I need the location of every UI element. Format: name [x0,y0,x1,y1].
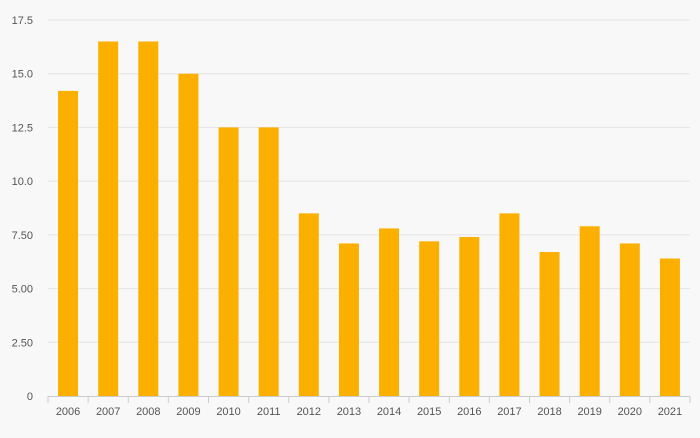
x-tick-label: 2018 [537,406,561,418]
bar-2013[interactable] [338,243,359,396]
x-axis [47,396,691,403]
y-tick-label: 17.5 [12,15,33,27]
x-axis-ticks: 2006 2007 2008 2009 2010 2011 2012 2013 2014 2015… [56,406,682,418]
bar-2016[interactable] [459,237,480,396]
bar-2014[interactable] [379,228,400,396]
x-tick-label: 2006 [56,406,80,418]
y-tick-label: 15.0 [12,69,33,81]
bar-2006[interactable] [58,90,79,396]
x-tick-label: 2014 [377,406,401,418]
y-tick-label: 7.50 [12,230,33,242]
y-tick-label: 12.5 [12,122,33,134]
x-tick-label: 2008 [136,406,160,418]
x-tick-label: 2019 [577,406,601,418]
bar-2012[interactable] [298,213,319,396]
bar-2008[interactable] [138,41,159,396]
y-tick-label: 0 [27,391,33,403]
bar-2010[interactable] [218,127,239,396]
x-tick-label: 2009 [176,406,200,418]
x-tick-label: 2021 [658,406,682,418]
x-tick-label: 2020 [618,406,642,418]
bar-2007[interactable] [98,41,119,396]
bar-2021[interactable] [659,258,680,396]
bars [58,41,680,396]
y-axis-ticks: 0 2.50 5.00 7.50 10.0 12.5 15.0 17.5 [12,15,33,403]
y-tick-label: 2.50 [12,337,33,349]
bar-2017[interactable] [499,213,520,396]
x-tick-label: 2017 [497,406,521,418]
x-tick-label: 2016 [457,406,481,418]
bar-2011[interactable] [258,127,279,396]
bar-2019[interactable] [579,226,600,396]
bar-2015[interactable] [419,241,440,396]
bar-2020[interactable] [619,243,640,396]
x-tick-label: 2011 [257,406,281,418]
x-tick-label: 2010 [216,406,240,418]
y-tick-label: 5.00 [12,284,33,296]
x-tick-label: 2013 [337,406,361,418]
bar-2009[interactable] [178,73,199,396]
x-tick-label: 2007 [96,406,120,418]
y-tick-label: 10.0 [12,176,33,188]
x-tick-label: 2015 [417,406,441,418]
x-tick-label: 2012 [297,406,321,418]
bar-2018[interactable] [539,252,560,396]
